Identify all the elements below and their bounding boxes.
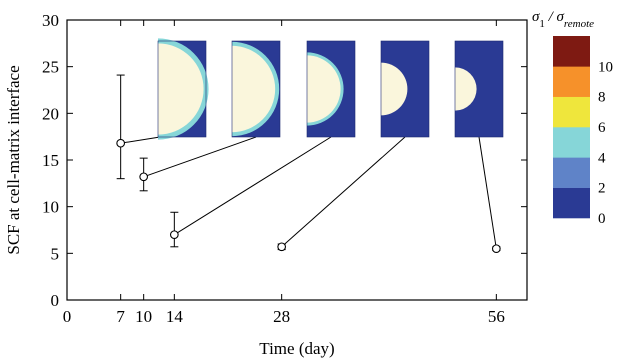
inset-border [306, 40, 356, 138]
axes: 0 5 10 15 20 25 30 0 7 10 14 28 56 Time (day) SCF at c… [4, 11, 528, 358]
inset-cell [158, 43, 204, 135]
inset-cell [455, 67, 477, 111]
inset-border [157, 40, 207, 138]
colorbar-level-8 [553, 66, 590, 97]
colorbar-title-part: σ [532, 9, 540, 25]
colorbar-tick-label: 10 [598, 59, 613, 75]
data-point-day-7 [116, 74, 126, 180]
data-marker [277, 242, 287, 252]
data-point-day-14 [169, 211, 179, 248]
inset-cell [232, 45, 276, 133]
leader-line [143, 136, 257, 178]
colorbar-tick-label: 6 [598, 120, 606, 136]
colorbar-level-10 [553, 36, 590, 67]
leader-lines [120, 136, 497, 249]
x-tick-label: 7 [116, 307, 125, 326]
colorbar: 0 2 4 6 8 10 σ1 / σremote [532, 9, 613, 227]
data-point-day-56 [491, 244, 501, 254]
inset-border [231, 40, 281, 138]
inset-day-28 [380, 40, 430, 138]
leader-line [281, 136, 406, 248]
inset-day-56 [454, 40, 504, 138]
colorbar-tick-label: 4 [598, 150, 606, 166]
x-tick-label: 28 [273, 307, 290, 326]
leader-line [120, 136, 161, 144]
colorbar-level-2 [553, 157, 590, 188]
inset-day-7 [157, 38, 209, 140]
colorbar-level-4 [553, 127, 590, 158]
data-point-day-10 [139, 157, 149, 192]
leader-line [478, 136, 497, 249]
y-tick-label: 20 [42, 104, 59, 123]
y-tick-label: 30 [42, 11, 59, 30]
inset-border [454, 40, 504, 138]
y-tick-label: 10 [42, 198, 59, 217]
leader-line [174, 136, 332, 236]
x-axis-title: Time (day) [259, 339, 334, 358]
inset-images [157, 38, 504, 140]
data-points [116, 74, 501, 254]
data-marker [491, 244, 501, 254]
inset-border [380, 40, 430, 138]
data-point-day-28 [277, 242, 287, 252]
x-tick-label: 0 [63, 307, 72, 326]
y-tick-label: 25 [42, 58, 59, 77]
data-marker [139, 172, 149, 182]
data-marker [116, 138, 126, 148]
inset-cell [381, 62, 408, 116]
colorbar-level-0 [553, 187, 590, 219]
x-tick-label: 10 [135, 307, 152, 326]
y-tick-label: 15 [42, 151, 59, 170]
colorbar-tick-label: 0 [598, 211, 606, 227]
colorbar-tick-label: 2 [598, 181, 606, 197]
data-marker [169, 230, 179, 240]
x-tick-label: 14 [166, 307, 184, 326]
y-axis-title: SCF at cell-matrix interface [4, 65, 23, 254]
colorbar-level-6 [553, 96, 590, 128]
x-tick-label: 56 [488, 307, 505, 326]
inset-day-10 [231, 40, 281, 138]
colorbar-tick-label: 8 [598, 90, 606, 106]
inset-cell [307, 55, 341, 123]
y-tick-label: 5 [51, 244, 60, 263]
colorbar-title-part: 1 [539, 18, 545, 30]
colorbar-title: σ1 / σremote [532, 9, 594, 30]
colorbar-title-part: / σ [545, 9, 565, 25]
y-tick-label: 0 [51, 291, 60, 310]
inset-day-14 [306, 40, 356, 138]
colorbar-title-part: remote [564, 18, 594, 30]
